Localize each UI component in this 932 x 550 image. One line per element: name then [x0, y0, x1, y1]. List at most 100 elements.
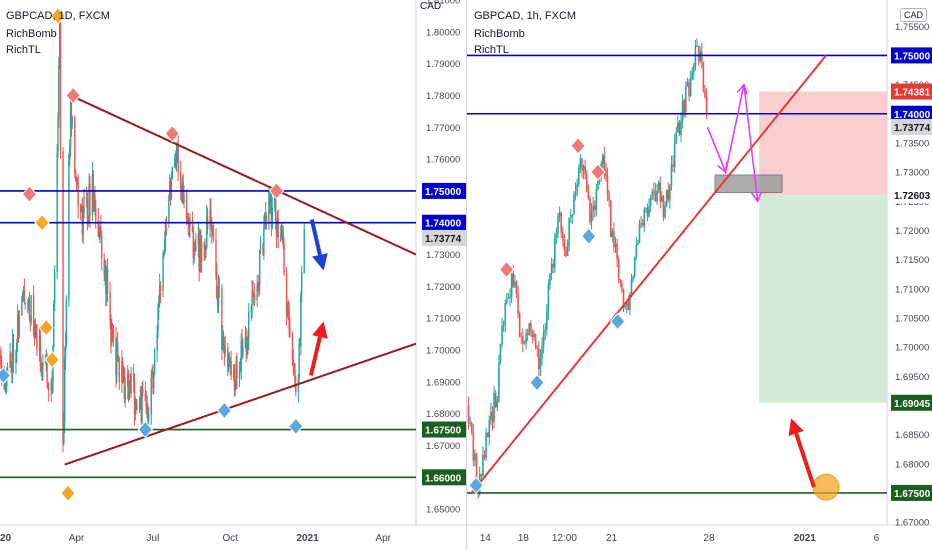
- left-candle: [82, 213, 84, 235]
- right-candle: [614, 243, 617, 248]
- left-candle: [235, 360, 237, 387]
- left-candle: [300, 293, 302, 346]
- left-candle: [197, 234, 200, 246]
- left-candle: [227, 347, 229, 370]
- left-candle: [121, 361, 124, 380]
- left-candle: [229, 360, 231, 363]
- left-candle: [163, 254, 165, 256]
- right-candle: [603, 155, 606, 170]
- left-candle: [111, 324, 114, 331]
- left-candle: [182, 182, 184, 203]
- right-candle: [633, 256, 636, 277]
- left-arrow-down-shaft: [309, 219, 322, 256]
- right-candle: [617, 259, 620, 280]
- left-indicator-richbomb[interactable]: RichBomb: [6, 28, 57, 40]
- right-candle: [541, 345, 543, 358]
- left-candle: [53, 304, 55, 347]
- left-candle: [42, 362, 44, 370]
- right-y-tick-label: 1.71500: [895, 255, 929, 266]
- left-x-tick-label: Jul: [147, 533, 160, 544]
- right-candle: [539, 357, 542, 370]
- right-y-tick-label: 1.73500: [895, 138, 929, 149]
- left-candle: [275, 222, 278, 236]
- right-candle: [646, 208, 649, 217]
- left-candle: [57, 118, 59, 152]
- left-candle: [56, 151, 58, 272]
- right-candle: [542, 331, 545, 346]
- right-currency-button[interactable]: CAD: [900, 8, 928, 22]
- left-candle: [4, 388, 6, 390]
- left-candle: [62, 151, 64, 444]
- right-candle: [691, 72, 694, 79]
- right-candle: [488, 419, 491, 438]
- right-signal-diamond-buy: [609, 312, 626, 331]
- left-candle: [258, 282, 260, 286]
- left-candle: [94, 195, 96, 209]
- right-candle: [616, 243, 618, 260]
- right-indicator-richtl[interactable]: RichTL: [474, 44, 509, 56]
- left-candle: [127, 373, 130, 400]
- right-indicator-richbomb[interactable]: RichBomb: [474, 28, 525, 40]
- left-candle: [146, 407, 148, 412]
- left-level-label-bg: [422, 214, 466, 231]
- right-candle: [475, 453, 478, 486]
- panel-divider: [466, 0, 467, 550]
- left-y-tick-label: 1.65000: [426, 505, 460, 516]
- left-candle: [106, 269, 109, 292]
- left-candle: [138, 405, 141, 408]
- right-candle: [573, 194, 575, 215]
- left-candle: [132, 372, 135, 383]
- left-y-tick-label: 1.71000: [426, 314, 460, 325]
- left-candle: [71, 117, 73, 124]
- left-candle: [177, 145, 179, 173]
- left-candle: [206, 215, 208, 249]
- right-price-label: 1.72603: [894, 191, 931, 202]
- right-price-label: 1.69045: [894, 399, 931, 410]
- left-candle: [242, 347, 244, 356]
- left-y-tick-label: 1.73000: [426, 250, 460, 261]
- right-candle: [673, 143, 676, 168]
- left-candle: [236, 360, 238, 379]
- left-candle: [200, 243, 203, 262]
- right-level-label-bg: [891, 484, 932, 501]
- left-candle: [257, 282, 259, 286]
- right-chart-hourly[interactable]: 1.670001.675001.680001.685001.690001.695…: [467, 0, 932, 550]
- left-candle: [46, 358, 48, 383]
- left-candle: [27, 299, 30, 304]
- left-candle: [79, 206, 82, 213]
- right-y-tick-label: 1.68000: [895, 459, 929, 470]
- right-y-tick-label: 1.70000: [895, 343, 929, 354]
- left-candle: [157, 307, 159, 334]
- left-candle: [0, 350, 2, 365]
- right-candle: [640, 223, 642, 225]
- right-candle: [482, 454, 484, 477]
- right-y-tick-label: 1.68500: [895, 430, 929, 441]
- left-y-tick-label: 1.80000: [426, 27, 460, 38]
- right-candle: [611, 230, 614, 238]
- right-candle: [699, 51, 702, 62]
- right-candle: [637, 243, 639, 246]
- left-candle: [233, 369, 236, 391]
- left-x-tick-label: 2020: [0, 533, 12, 544]
- right-level-label-bg: [891, 105, 932, 122]
- left-candle: [216, 275, 218, 299]
- right-candle: [523, 343, 526, 345]
- left-candle: [188, 222, 190, 226]
- right-candle: [662, 195, 665, 218]
- left-indicator-richtl[interactable]: RichTL: [6, 44, 41, 56]
- right-candle: [531, 331, 534, 337]
- right-candle: [693, 65, 695, 73]
- right-candle: [555, 233, 558, 239]
- right-y-tick-label: 1.70500: [895, 313, 929, 324]
- right-y-tick-label: 1.75500: [895, 22, 929, 33]
- left-candle: [117, 357, 120, 362]
- left-chart-daily[interactable]: 1.65000 1.66000 1.67000 1.68000 1.69000 1.700…: [0, 0, 466, 550]
- right-arrow-up-shaft: [794, 432, 816, 488]
- right-price-label-bg: [891, 187, 932, 204]
- right-candle: [621, 282, 623, 290]
- right-candle: [696, 45, 698, 47]
- left-candle: [95, 208, 97, 221]
- right-candle: [624, 305, 626, 308]
- right-candle: [608, 194, 610, 201]
- right-candle: [517, 293, 519, 314]
